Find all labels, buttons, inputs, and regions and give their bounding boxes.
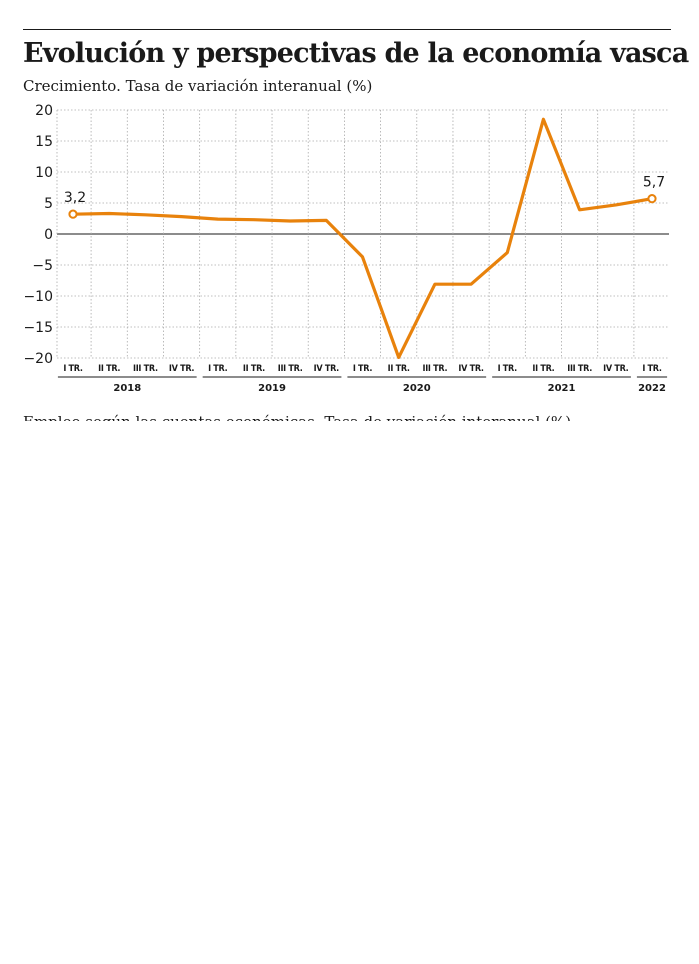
x-tick-label: II TR.: [388, 364, 410, 374]
x-tick-label: III TR.: [567, 364, 592, 374]
x-tick-label: I TR.: [498, 364, 518, 374]
x-tick-label: II TR.: [243, 364, 265, 374]
x-tick-label: I TR.: [642, 364, 662, 374]
year-label: 2022: [638, 383, 666, 394]
y-tick-label: −20: [23, 351, 53, 367]
y-tick-label: −10: [23, 289, 53, 305]
y-tick-label: 10: [35, 165, 53, 181]
x-tick-label: IV TR.: [603, 364, 629, 374]
year-label: 2020: [403, 383, 431, 394]
line-chart: 20 15 10 5 0 −5 −10 −15 −20 I TR. II TR. III TR. IV…: [23, 103, 669, 394]
x-tick-label: II TR.: [532, 364, 554, 374]
year-label: 2019: [258, 383, 286, 394]
x-axis: I TR. II TR. III TR. IV TR. I TR. II TR. III T…: [57, 364, 668, 394]
data-point-marker: [647, 194, 657, 204]
chart-subtitle: Crecimiento. Tasa de variación interanua…: [23, 77, 373, 95]
grid: [56, 109, 669, 359]
x-tick-label: IV TR.: [314, 364, 340, 374]
year-label: 2018: [113, 383, 141, 394]
data-point-marker: [68, 209, 78, 219]
year-label: 2021: [548, 383, 576, 394]
x-tick-label: III TR.: [422, 364, 447, 374]
y-axis-ticks: 20 15 10 5 0 −5 −10 −15 −20: [23, 103, 53, 367]
series: [71, 117, 654, 359]
series-line: [71, 117, 654, 359]
x-tick-label: IV TR.: [169, 364, 195, 374]
y-tick-label: 20: [35, 103, 53, 119]
x-tick-label: I TR.: [208, 364, 228, 374]
top-rule: [23, 29, 671, 30]
x-tick-label: IV TR.: [458, 364, 484, 374]
y-tick-label: 5: [44, 196, 53, 212]
y-tick-label: 0: [44, 227, 53, 243]
annotations: 3,2 5,7: [64, 175, 665, 219]
y-tick-label: −5: [32, 258, 53, 274]
x-tick-label: II TR.: [98, 364, 120, 374]
x-tick-label: I TR.: [353, 364, 373, 374]
next-chart-title-cut: Empleo según las cuentas económicas. Tas…: [23, 412, 571, 421]
y-tick-label: −15: [23, 320, 53, 336]
chart-title: Evolución y perspectivas de la economía …: [23, 38, 689, 69]
x-tick-label: I TR.: [63, 364, 83, 374]
data-label: 3,2: [64, 190, 86, 206]
y-tick-label: 15: [35, 134, 53, 150]
x-tick-label: III TR.: [133, 364, 158, 374]
data-label: 5,7: [643, 175, 665, 191]
x-tick-label: III TR.: [278, 364, 303, 374]
